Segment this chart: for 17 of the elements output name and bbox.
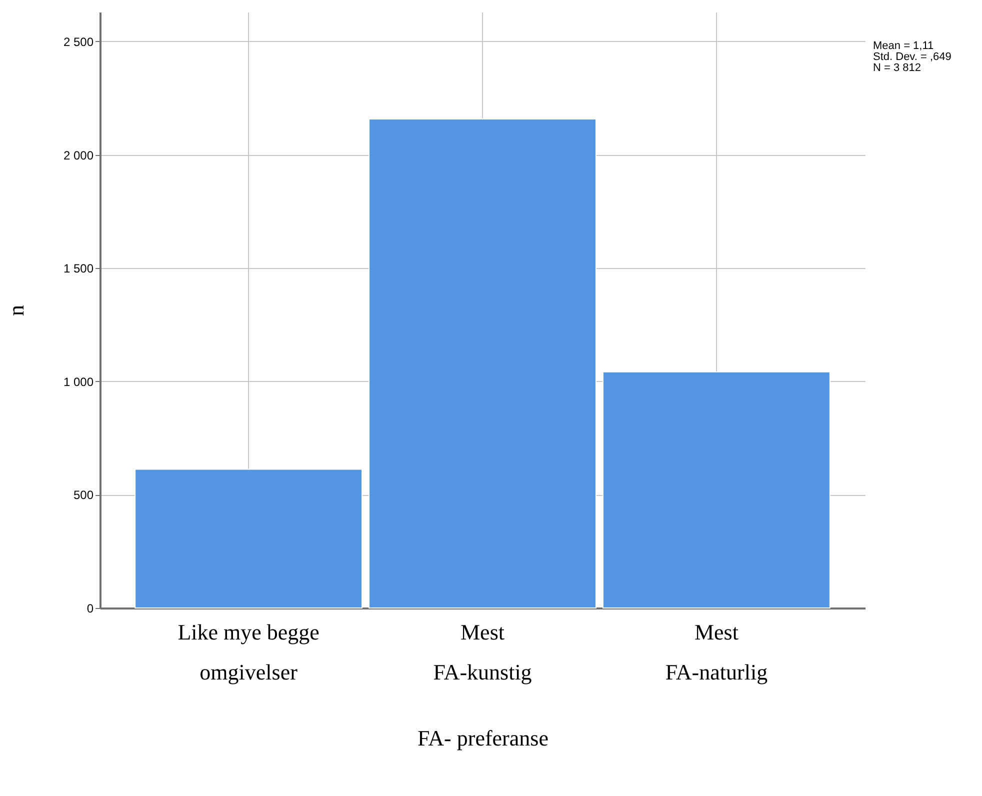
- y-tick-label: 1 500: [63, 262, 94, 276]
- bar: [602, 371, 830, 608]
- text: Mean = 1,11: [873, 40, 934, 52]
- x-tick-label: Mest FA-naturlig: [665, 620, 768, 684]
- y-tick-label: 1 000: [63, 374, 94, 389]
- y-tick-label: 500: [73, 488, 94, 502]
- bar: [368, 118, 596, 608]
- x-tick-label: Like mye begge omgivelser: [178, 620, 320, 684]
- bar: [134, 468, 363, 608]
- text: Std. Dev. = ,649: [873, 51, 952, 63]
- x-axis-title: FA- preferanse: [418, 726, 548, 750]
- y-axis-title: n: [3, 305, 28, 316]
- x-tick-label: Mest FA-kunstig: [433, 620, 532, 684]
- y-tick-label: 0: [86, 602, 94, 616]
- y-tick-label: 2 500: [63, 34, 94, 49]
- y-tick-label: 2 000: [63, 148, 94, 162]
- text: N = 3 812: [873, 62, 922, 74]
